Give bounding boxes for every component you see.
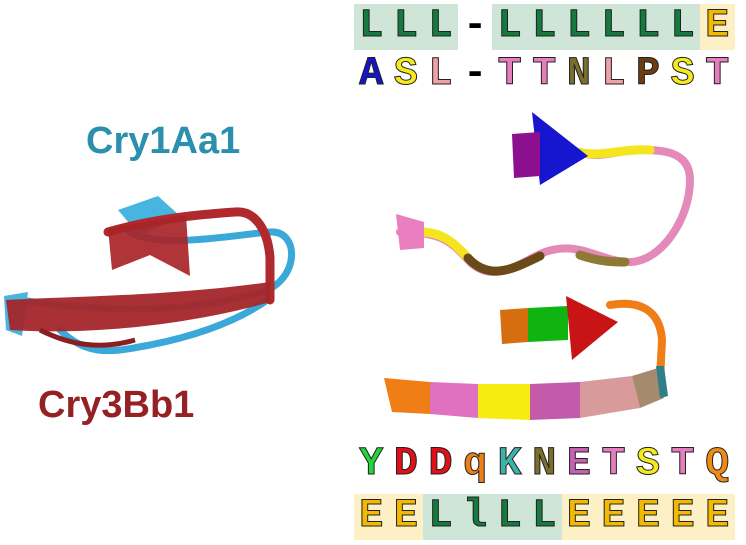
bottom-structure-cell-2: E — [388, 494, 424, 540]
purple-block — [512, 132, 540, 178]
cry3bb1-colored-model — [384, 296, 668, 420]
top-residue-cell-11: T — [705, 52, 730, 98]
bottom-residue-cell-7: E — [566, 442, 591, 488]
bottom-structure-cell-6: L — [526, 494, 562, 540]
red-arrowhead — [566, 296, 618, 360]
upper-coil-yellow — [415, 227, 473, 263]
blue-arrowhead — [532, 112, 588, 185]
upper-coil-yellow-2 — [573, 145, 655, 159]
top-structure-cell-2: L — [388, 4, 424, 50]
top-structure-cell-3: L — [423, 4, 458, 50]
bottom-structure-cell-3: L — [423, 494, 458, 540]
bottom-residue-cell-3: D — [428, 442, 453, 488]
bottom-residue-cell-4: q — [463, 442, 488, 488]
pink-block — [430, 382, 478, 418]
rose-block — [580, 376, 640, 418]
top-structure-cell-6: L — [526, 4, 562, 50]
bottom-structure-cell-7: E — [561, 494, 597, 540]
upper-coil-tan — [575, 250, 630, 267]
upper-tail — [396, 214, 424, 250]
bottom-structure-cell-4: l — [457, 494, 493, 540]
label-cry1aa1: Cry1Aa1 — [86, 120, 241, 162]
top-structure-cell-10: L — [665, 4, 700, 50]
tan-block — [632, 368, 664, 408]
green-block — [528, 306, 568, 342]
bottom-residue-cell-10: T — [670, 442, 695, 488]
bottom-structure-cell-1: E — [354, 494, 389, 540]
top-structure-cell-11: E — [699, 4, 735, 50]
bottom-structure-cell-11: E — [699, 494, 735, 540]
top-structure-cell-9: L — [630, 4, 666, 50]
top-structure-cell-7: L — [561, 4, 597, 50]
bottom-residue-cell-9: S — [636, 442, 661, 488]
top-residue-cell-1: A — [359, 52, 384, 98]
top-structure-cell-1: L — [354, 4, 389, 50]
bottom-residue-cell-1: Y — [359, 442, 384, 488]
bottom-structure-cell-10: E — [665, 494, 700, 540]
cry3bb1-strand-lower — [6, 282, 270, 332]
bottom-residue-cell-6: N — [532, 442, 557, 488]
bottom-structure-cell-5: L — [492, 494, 527, 540]
teal-tip — [656, 366, 668, 398]
orange-block-top — [500, 308, 528, 344]
bottom-residue-cell-8: T — [601, 442, 626, 488]
top-structure-cell-4: - — [457, 4, 493, 50]
top-residue-cell-2: S — [393, 52, 418, 98]
orange-block-bottom — [384, 378, 430, 414]
top-residue-cell-4: - — [463, 52, 488, 97]
top-residue-cell-6: T — [532, 52, 557, 98]
top-structure-cell-5: L — [492, 4, 527, 50]
magenta-block — [530, 382, 580, 420]
bottom-residue-cell-5: K — [497, 442, 522, 488]
cry3bb1-arrowhead — [108, 215, 190, 276]
bottom-structure-cell-8: E — [596, 494, 631, 540]
top-structure-cell-8: L — [596, 4, 631, 50]
bottom-residue-cell-11: Q — [705, 442, 730, 488]
cry1aa1-lower-tube — [56, 294, 274, 355]
top-residue-cell-7: N — [566, 52, 591, 98]
superposition-model — [4, 196, 296, 355]
yellow-block — [478, 384, 530, 420]
top-residue-cell-3: L — [428, 52, 453, 98]
bottom-residue-cell-2: D — [393, 442, 418, 488]
cry1aa1-colored-model — [396, 112, 695, 276]
top-residue-cell-5: T — [497, 52, 522, 98]
label-cry3bb1: Cry3Bb1 — [38, 384, 195, 426]
top-residue-cell-8: L — [601, 52, 626, 98]
lower-coil-segment — [606, 299, 667, 384]
cry3bb1-lower-coil — [38, 327, 136, 348]
top-residue-cell-9: P — [636, 52, 661, 98]
bottom-structure-cell-9: E — [630, 494, 666, 540]
upper-coil-brown — [463, 251, 545, 276]
top-residue-cell-10: S — [670, 52, 695, 98]
